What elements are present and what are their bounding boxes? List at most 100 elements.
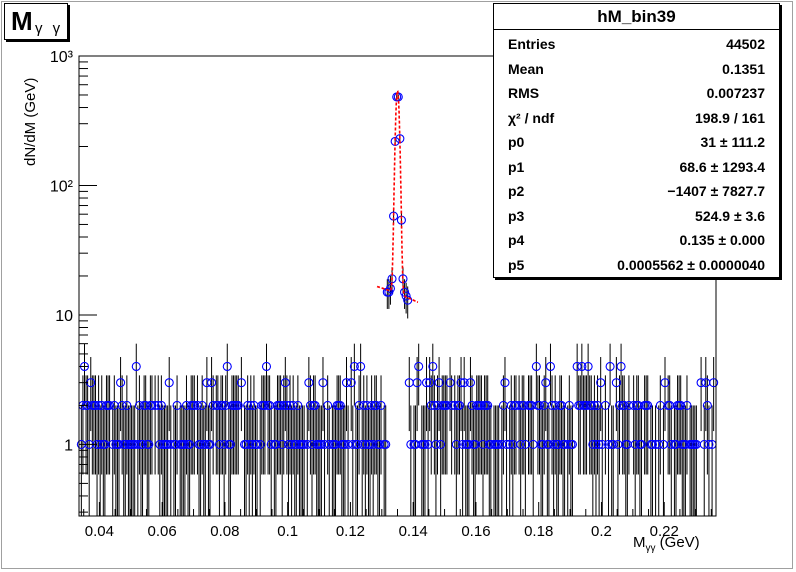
data-point [255, 439, 265, 449]
stats-row-p0: p0 31 ± 111.2 [494, 130, 779, 154]
data-point [483, 400, 493, 410]
data-point [261, 361, 272, 372]
x-tick-label: 0.18 [524, 523, 553, 540]
data-point [594, 439, 604, 449]
x-tick-label: 0.1 [277, 523, 298, 540]
data-point [586, 400, 596, 410]
data-point [141, 400, 151, 410]
histogram-title-box: M γ γ [4, 3, 68, 40]
data-point [420, 439, 430, 449]
data-point [575, 400, 585, 410]
data-point [550, 400, 560, 410]
stats-value: 0.007237 [706, 85, 765, 101]
data-point [346, 378, 356, 388]
data-point [205, 439, 215, 449]
data-point [534, 400, 545, 410]
data-point [456, 378, 466, 388]
data-point [660, 378, 670, 388]
stats-row-mean: Mean 0.1351 [494, 57, 779, 81]
data-point [630, 439, 640, 449]
data-point [505, 439, 515, 449]
data-point [605, 361, 615, 372]
data-point [465, 378, 476, 388]
stats-row-p4: p4 0.135 ± 0.000 [494, 228, 779, 252]
data-point [450, 400, 460, 410]
x-tick-label: 0.14 [399, 523, 428, 540]
data-point [218, 400, 228, 410]
data-point [185, 439, 195, 449]
data-point [241, 439, 251, 449]
data-point [200, 439, 210, 449]
data-point [577, 361, 587, 372]
data-point [318, 378, 328, 388]
data-point [197, 400, 207, 410]
data-point [133, 439, 143, 449]
y-tick-label: 10³ [50, 49, 74, 66]
data-point [611, 378, 621, 388]
data-point [412, 378, 422, 388]
stats-value: 0.135 ± 0.000 [679, 232, 765, 248]
stats-row-ndf: χ² / ndf 198.9 / 161 [494, 106, 779, 130]
data-point [458, 439, 468, 449]
data-point [243, 400, 253, 410]
fit-curve [376, 89, 419, 303]
data-point [288, 400, 298, 410]
data-point [459, 378, 469, 388]
data-point [629, 400, 639, 410]
y-axis-ticks [79, 55, 97, 513]
stats-value: 31 ± 111.2 [700, 134, 765, 150]
data-point [414, 361, 424, 372]
data-point [381, 439, 391, 449]
x-tick-label: 0.2 [591, 523, 612, 540]
data-point [501, 439, 512, 449]
data-point [600, 400, 610, 410]
data-point [349, 361, 359, 372]
stats-row-p2: p2 −1407 ± 7827.7 [494, 179, 779, 203]
data-point [323, 400, 333, 410]
data-point [476, 400, 486, 410]
data-point [374, 439, 385, 449]
data-point [401, 291, 411, 301]
stats-value: 0.1351 [722, 60, 765, 77]
x-tick-label: 0.04 [85, 523, 114, 540]
data-point [371, 400, 381, 410]
data-point [588, 439, 598, 449]
data-point [704, 439, 714, 449]
data-point [436, 439, 446, 449]
stats-value: −1407 ± 7827.7 [667, 183, 765, 199]
data-point [682, 400, 692, 410]
data-point [153, 400, 163, 410]
stats-row-rms: RMS 0.007237 [494, 81, 779, 105]
stats-key: RMS [508, 85, 540, 101]
data-point [150, 400, 160, 410]
error-bars [80, 94, 715, 516]
data-point [131, 361, 141, 372]
stats-row-p5: p5 0.0005562 ± 0.0000040 [494, 253, 779, 277]
data-point [376, 400, 386, 410]
data-point [236, 378, 246, 388]
x-tick-label: 0.22 [650, 523, 679, 540]
data-point [348, 439, 358, 449]
stats-row-p1: p1 68.6 ± 1293.4 [494, 155, 779, 179]
data-point [302, 439, 312, 449]
data-point [219, 439, 229, 449]
x-axis-label: Mγγ (GeV) [633, 534, 700, 554]
data-point [676, 400, 686, 410]
data-point [166, 439, 176, 449]
stats-key: p4 [508, 232, 525, 248]
stats-key: p1 [508, 158, 525, 175]
data-point [538, 439, 548, 449]
stats-value: 198.9 / 161 [694, 109, 765, 126]
data-point [310, 400, 320, 410]
data-point [603, 439, 614, 449]
data-point [636, 439, 647, 449]
x-axis-label-unit: (GeV) [659, 534, 700, 551]
data-point [545, 361, 556, 372]
data-point [368, 439, 378, 449]
data-point [279, 400, 289, 410]
data-point [702, 400, 712, 410]
data-point [108, 439, 118, 449]
data-point [567, 439, 577, 449]
